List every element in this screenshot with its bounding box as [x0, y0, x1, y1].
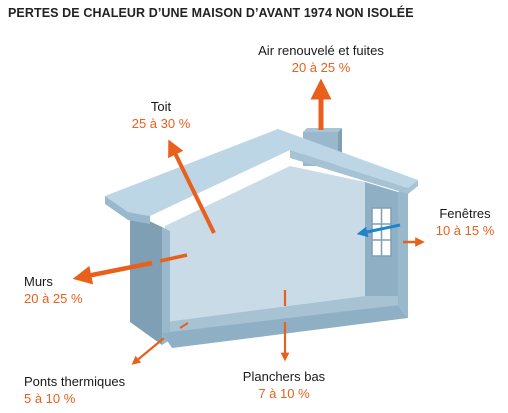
label-fenetres: Fenêtres 10 à 15 %: [436, 205, 495, 239]
label-murs-name: Murs: [24, 274, 53, 289]
label-toit: Toit 25 à 30 %: [132, 98, 191, 132]
label-toit-value: 25 à 30 %: [131, 116, 191, 131]
label-planchers-name: Planchers bas: [242, 369, 326, 384]
window: [371, 207, 392, 257]
label-ponts-name: Ponts thermiques: [24, 374, 126, 389]
label-murs: Murs 20 à 25 %: [24, 273, 83, 307]
label-fenetres-name: Fenêtres: [439, 206, 491, 221]
label-air-value: 20 à 25 %: [291, 60, 351, 75]
label-ponts: Ponts thermiques 5 à 10 %: [24, 373, 125, 407]
ponts-arrow: [179, 322, 189, 329]
label-air: Air renouvelé et fuites 20 à 25 %: [258, 42, 384, 76]
page-title: PERTES DE CHALEUR D’UNE MAISON D’AVANT 1…: [8, 6, 414, 20]
label-planchers: Planchers bas 7 à 10 %: [243, 368, 325, 402]
fenetres-arrow-in: [356, 223, 401, 238]
murs-arrow: [159, 253, 188, 263]
arrows: [72, 78, 425, 365]
label-planchers-value: 7 à 10 %: [258, 386, 310, 401]
label-ponts-value: 5 à 10 %: [24, 391, 76, 406]
label-air-name: Air renouvelé et fuites: [258, 43, 384, 58]
roof: [105, 129, 418, 224]
label-toit-name: Toit: [150, 99, 172, 114]
toit-arrow: [168, 139, 216, 234]
label-murs-value: 20 à 25 %: [24, 291, 83, 306]
label-fenetres-value: 10 à 15 %: [435, 223, 495, 238]
